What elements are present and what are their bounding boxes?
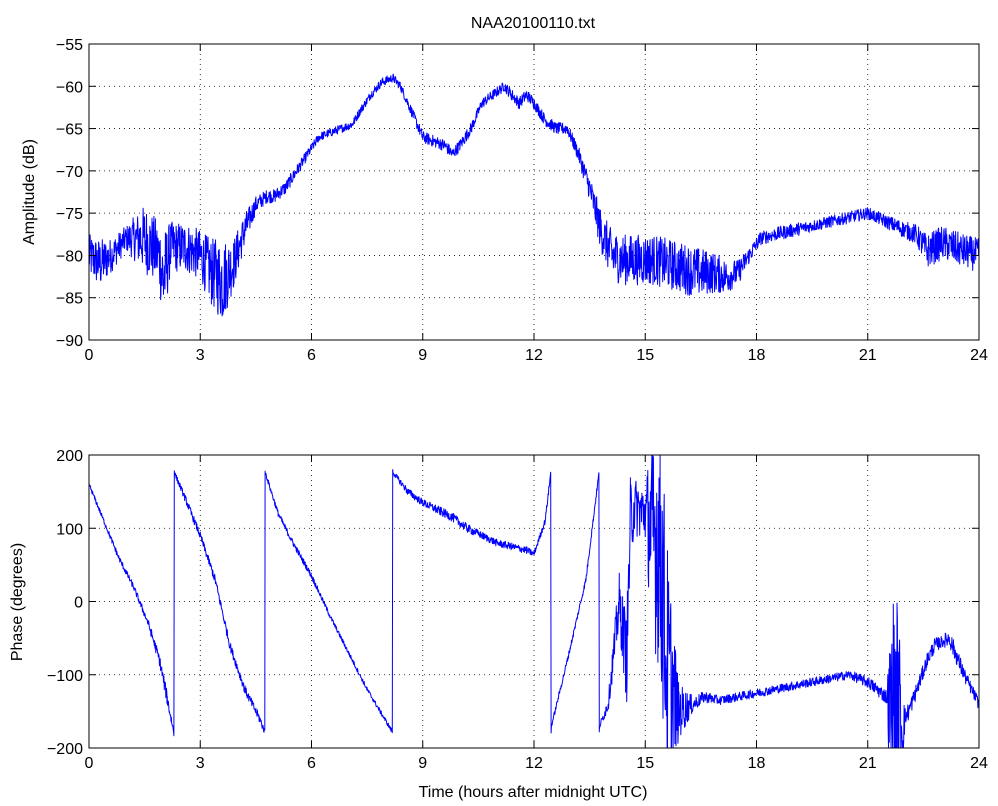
chart-title: NAA20100110.txt — [471, 15, 596, 32]
amplitude-y-tick-label: −55 — [56, 37, 83, 54]
amplitude-y-tick-label: −80 — [56, 248, 83, 265]
phase-y-axis-label: Phase (degrees) — [9, 543, 26, 661]
amplitude-x-tick-label: 12 — [525, 347, 543, 364]
phase-series-line — [88, 454, 980, 749]
amplitude-x-tick-label: 0 — [85, 347, 94, 364]
amplitude-x-tick-label: 18 — [748, 347, 766, 364]
phase-x-tick-label: 0 — [85, 755, 94, 772]
amplitude-series-line — [88, 73, 980, 317]
phase-x-tick-label: 24 — [970, 755, 988, 772]
amplitude-x-tick-label: 6 — [307, 347, 316, 364]
amplitude-x-tick-label: 15 — [636, 347, 654, 364]
amplitude-y-tick-label: −75 — [56, 206, 83, 223]
amplitude-y-tick-label: −90 — [56, 333, 83, 350]
phase-axes: 0 3 6 9 12 15 18 21 24 200 100 0 −100 −200 — [47, 448, 988, 772]
amplitude-x-tick-label: 21 — [859, 347, 877, 364]
phase-x-axis-label: Time (hours after midnight UTC) — [419, 784, 648, 801]
amplitude-x-tick-label: 24 — [970, 347, 988, 364]
amplitude-y-tick-label: −85 — [56, 291, 83, 308]
amplitude-x-tick-label: 9 — [418, 347, 427, 364]
phase-y-tick-label: −100 — [47, 668, 83, 685]
phase-y-tick-label: 200 — [56, 448, 83, 465]
phase-y-tick-label: −200 — [47, 741, 83, 758]
amplitude-axes: 0 3 6 9 12 15 18 21 24 −55 −60 −65 −70 −75 −80 −85 −90 — [56, 37, 988, 364]
phase-y-tick-label: 0 — [74, 595, 83, 612]
amplitude-y-tick-label: −60 — [56, 79, 83, 96]
phase-x-tick-label: 15 — [636, 755, 654, 772]
phase-x-tick-label: 18 — [748, 755, 766, 772]
phase-x-tick-label: 3 — [196, 755, 205, 772]
amplitude-y-axis-label: Amplitude (dB) — [21, 139, 38, 245]
phase-y-tick-label: 100 — [56, 521, 83, 538]
amplitude-y-tick-label: −70 — [56, 164, 83, 181]
phase-x-tick-label: 12 — [525, 755, 543, 772]
amplitude-x-tick-label: 3 — [196, 347, 205, 364]
amplitude-y-tick-label: −65 — [56, 122, 83, 139]
phase-x-tick-label: 6 — [307, 755, 316, 772]
phase-x-tick-label: 21 — [859, 755, 877, 772]
phase-x-tick-label: 9 — [418, 755, 427, 772]
